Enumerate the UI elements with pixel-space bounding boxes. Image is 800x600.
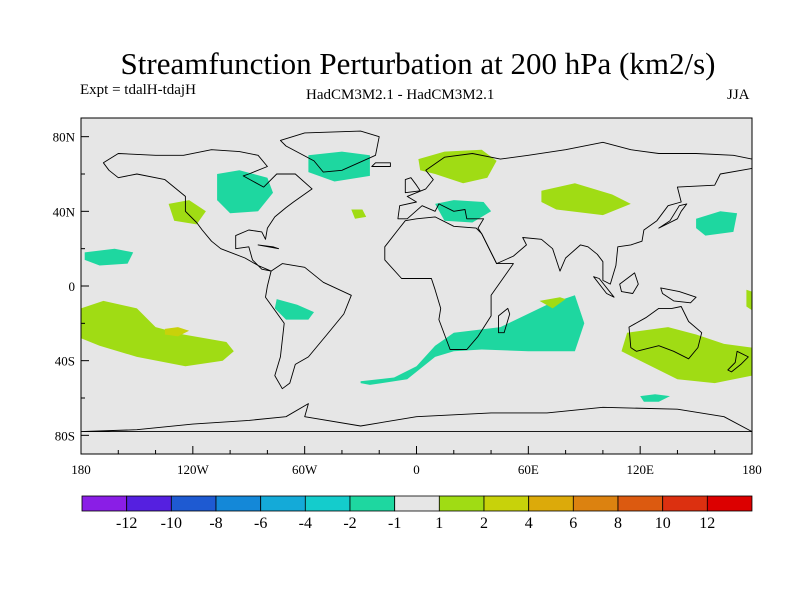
australia-outline [628,306,703,360]
colorbar-label-2: -8 [209,515,222,532]
colorbar-swatch-4 [260,495,306,512]
colorbar-swatch-1 [126,495,172,512]
cuba-outline [257,244,280,250]
region-australia-positive [621,327,752,384]
experiment-label: Expt = tdalH-tdajH [80,82,196,98]
colorbar: -12 -10 -8 -6 -4 -2 -1 1 2 4 6 8 10 12 [81,495,753,532]
colorbar-swatch-7 [394,495,440,512]
british-isles-outline [404,177,421,194]
y-axis: 80N 40N 0 40S 80S [53,130,89,443]
colorbar-label-8: 2 [480,515,488,532]
colorbar-label-3: -6 [254,515,267,532]
region-nw-pacific-negative [696,211,738,236]
y-tick-label-2: 0 [69,279,76,294]
colorbar-swatch-12 [617,495,664,512]
x-tick-label-4: 60E [518,462,539,477]
sumatra-outline [593,276,615,298]
region-europe-positive [418,149,497,184]
x-tick-label-3: 0 [413,462,420,477]
antarctica-outline [81,403,752,433]
y-tick-label-1: 40N [53,204,76,219]
region-mediterranean-negative [435,200,492,223]
greenland-outline [279,130,380,173]
iceland-outline [371,162,391,167]
region-s-pacific-core [164,327,190,337]
region-far-sw-pacific-positive [746,289,752,311]
region-c-pacific-negative [84,248,134,266]
model-comparison-label: HadCM3M2.1 - HadCM3M2.1 [306,87,495,103]
colorbar-label-12: 10 [655,515,671,532]
y-tick-label-3: 40S [55,354,75,369]
season-label: JJA [727,87,750,103]
colorbar-swatch-11 [572,495,619,512]
region-southern-ocean-negative [640,394,670,402]
africa-outline [384,216,514,350]
colorbar-label-1: -10 [161,515,182,532]
colorbar-label-13: 12 [699,515,715,532]
colorbar-label-11: 8 [614,515,622,532]
colorbar-label-5: -2 [343,515,356,532]
colorbar-swatch-13 [662,495,708,512]
new-zealand-outline [727,350,749,373]
colorbar-label-0: -12 [116,515,137,532]
region-c-asia-positive [541,183,631,216]
colorbar-swatch-8 [438,495,485,512]
y-tick-label-0: 80N [53,130,76,145]
colorbar-swatch-9 [483,495,530,512]
x-tick-label-0: 180 [71,462,91,477]
continent-outlines [81,130,752,433]
region-nw-america-positive [168,200,206,225]
colorbar-label-7: 1 [435,515,443,532]
colorbar-swatch-5 [304,495,351,512]
eurasia-outline [397,141,752,285]
region-s-america-negative [274,299,314,320]
region-n-pacific-positive [81,300,234,367]
region-n-america-negative [217,170,273,214]
x-axis: 180 120W 60W 0 60E 120E 180 [71,446,762,477]
colorbar-swatch-6 [349,495,396,512]
region-w-atlantic-small-positive [351,209,367,219]
new-guinea-outline [660,287,697,304]
north-america-outline [102,149,313,272]
x-tick-label-2: 60W [292,462,318,477]
region-n-atlantic-negative [308,151,370,182]
x-tick-label-5: 120E [626,462,654,477]
south-america-outline [265,263,352,390]
chart-title: Streamfunction Perturbation at 200 hPa (… [120,46,716,81]
anomaly-regions [81,149,752,402]
colorbar-label-9: 4 [525,515,533,532]
colorbar-swatch-2 [170,495,217,512]
borneo-outline [619,272,639,294]
x-tick-label-1: 120W [177,462,210,477]
colorbar-swatch-14 [706,495,753,512]
region-indian-ocean-positive [539,297,566,309]
map-background [81,118,752,454]
region-s-atlantic-negative [360,295,585,385]
madagascar-outline [498,307,511,334]
colorbar-swatch-10 [528,495,574,512]
y-tick-label-4: 80S [55,428,75,443]
colorbar-swatch-3 [215,495,262,512]
colorbar-label-6: -1 [388,515,401,532]
colorbar-label-10: 6 [569,515,577,532]
japan-outline [658,203,688,229]
colorbar-label-4: -4 [299,515,312,532]
colorbar-swatch-0 [81,495,128,512]
x-tick-label-6: 180 [742,462,762,477]
